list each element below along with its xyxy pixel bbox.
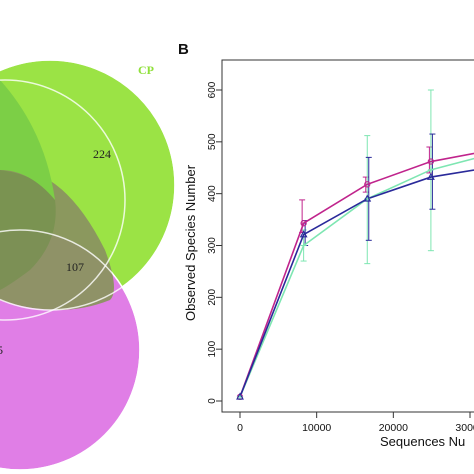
x-tick-label: 20000 [379, 422, 408, 434]
y-tick-label: 200 [207, 289, 218, 306]
data-point [299, 230, 308, 238]
venn-outline-bottom [0, 229, 141, 471]
y-tick-label: 0 [207, 398, 218, 404]
series-line [239, 152, 474, 398]
venn-count-bottom: 5 [0, 343, 3, 357]
data-point [236, 392, 244, 400]
venn-count-overlap: 107 [66, 260, 84, 274]
venn-diagram: CP 224 107 5 [0, 59, 176, 471]
data-point [427, 158, 435, 165]
y-tick-label: 400 [207, 185, 218, 202]
data-point [364, 181, 371, 188]
y-axis: 0 100 200 300 400 500 600 [207, 81, 222, 404]
series-line [239, 169, 474, 398]
venn-outline-right [0, 59, 176, 311]
y-tick-label: 100 [207, 340, 218, 357]
x-tick-label: 10000 [302, 422, 331, 434]
venn-outline-top [0, 79, 126, 321]
panel-label-b: B [178, 41, 189, 58]
y-tick-label: 600 [207, 81, 218, 98]
data-point [363, 194, 372, 202]
x-tick-label: 30000 [455, 422, 474, 434]
venn-label-cp: CP [138, 63, 154, 77]
chart-panel-b: B 0 100 200 300 400 500 600 0 10000 20000 30000 O… [178, 41, 474, 449]
y-tick-label: 300 [207, 237, 218, 254]
venn-count-cp-only: 224 [93, 147, 111, 161]
series-lines [239, 152, 474, 398]
x-axis: 0 10000 20000 30000 [237, 412, 474, 434]
x-axis-title: Sequences Nu [380, 434, 465, 449]
series-markers [236, 158, 435, 401]
plot-frame [221, 59, 474, 413]
venn-overlap-top-left [0, 80, 55, 200]
data-point [426, 172, 435, 180]
y-tick-label: 500 [207, 133, 218, 150]
y-axis-title: Observed Species Number [183, 164, 198, 321]
data-point [300, 220, 307, 227]
x-tick-label: 0 [237, 422, 243, 434]
